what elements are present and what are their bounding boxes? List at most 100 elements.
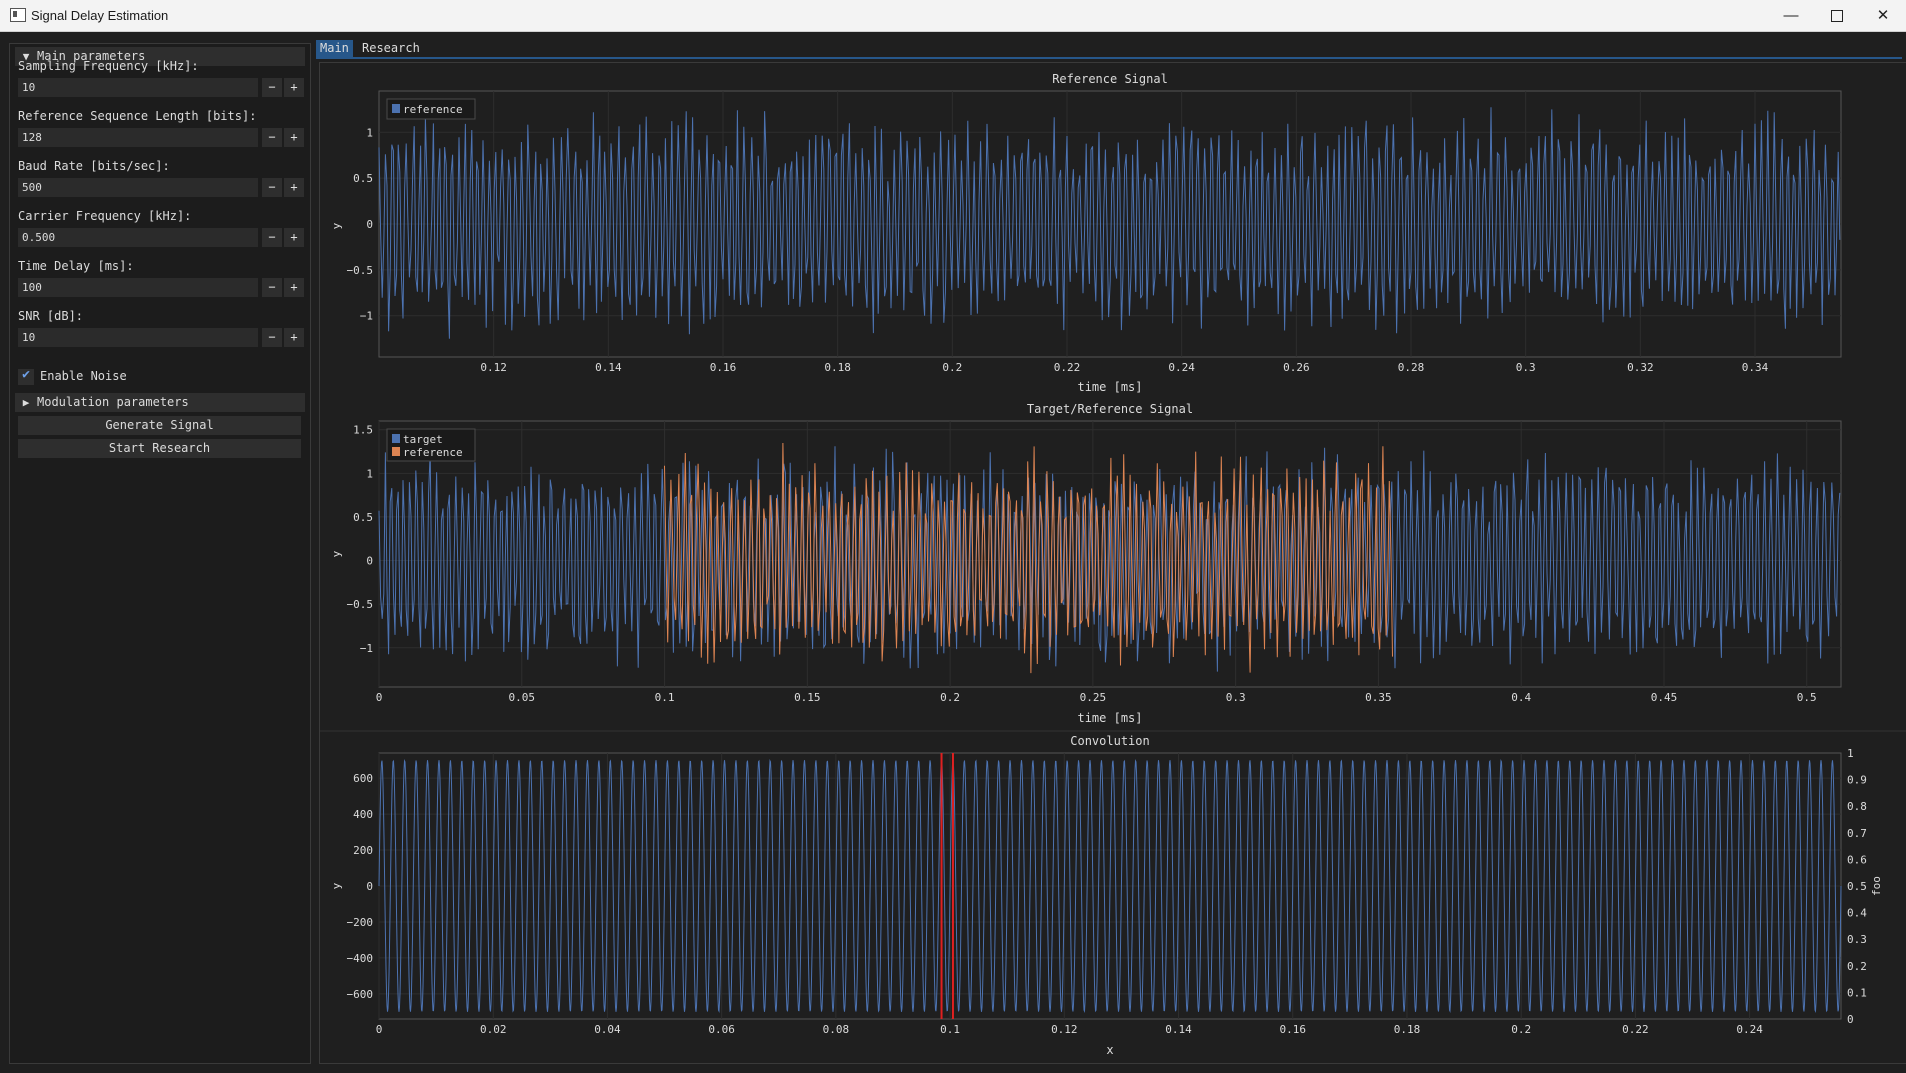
x-tick-label: 0.16 — [1280, 1023, 1307, 1036]
y-axis-label: y — [330, 550, 343, 557]
chart-title: Reference Signal — [1052, 72, 1168, 86]
x-tick-label: 0.4 — [1511, 691, 1531, 704]
tab-research[interactable]: Research — [362, 41, 420, 55]
time-delay-increment-button[interactable]: + — [284, 278, 304, 297]
reference-length-decrement-button[interactable]: − — [262, 128, 282, 147]
convolution-chart: Convolution 0 0.02 0.04 0.06 0.08 0.1 0.12 0.14… — [330, 734, 1883, 1057]
snr-input[interactable]: 10 — [18, 328, 258, 347]
main-parameters-header[interactable]: ▼ Main parameters — [15, 47, 305, 66]
x-tick-label: 0.25 — [1080, 691, 1107, 704]
y-tick-label: 1.5 — [353, 424, 373, 437]
x-tick-label: 0.5 — [1797, 691, 1817, 704]
y2-tick-label: 0.6 — [1847, 853, 1867, 866]
expand-arrow-icon: ▼ — [22, 50, 30, 63]
baud-rate-label: Baud Rate [bits/sec]: — [18, 159, 170, 173]
y-tick-label: 0 — [366, 880, 373, 893]
x-tick-label: 0.24 — [1168, 361, 1195, 374]
x-axis-label: x — [1106, 1043, 1113, 1057]
y-tick-label: 1 — [366, 467, 373, 480]
y-tick-label: −0.5 — [347, 264, 374, 277]
x-tick-label: 0.34 — [1742, 361, 1769, 374]
x-axis-label: time [ms] — [1077, 380, 1142, 394]
legend-label: target — [403, 433, 443, 446]
x-tick-label: 0.3 — [1516, 361, 1536, 374]
window-title: Signal Delay Estimation — [31, 8, 169, 23]
y-tick-label: −600 — [347, 988, 374, 1001]
x-tick-label: 0.3 — [1226, 691, 1246, 704]
reference-length-label: Reference Sequence Length [bits]: — [18, 109, 257, 123]
sampling-frequency-row: 10 − + — [18, 78, 308, 97]
time-delay-decrement-button[interactable]: − — [262, 278, 282, 297]
plots-svg: Reference Signal 0.12 0.14 0.16 0.18 0.2 0.22… — [320, 72, 1906, 1057]
generate-signal-button[interactable]: Generate Signal — [18, 416, 301, 435]
legend-box — [386, 428, 476, 462]
x-tick-label: 0.15 — [794, 691, 821, 704]
time-delay-row: 100 − + — [18, 278, 308, 297]
y-tick-label: −0.5 — [347, 598, 374, 611]
baud-rate-row: 500 − + — [18, 178, 308, 197]
y2-tick-label: 0.2 — [1847, 960, 1867, 973]
chart-title: Convolution — [1070, 734, 1149, 748]
time-delay-input[interactable]: 100 — [18, 278, 258, 297]
y-tick-label: −1 — [360, 310, 373, 323]
x-tick-label: 0.32 — [1627, 361, 1654, 374]
window-titlebar: Signal Delay Estimation — ✕ — [0, 0, 1906, 32]
reference-length-increment-button[interactable]: + — [284, 128, 304, 147]
chart-title: Target/Reference Signal — [1027, 402, 1193, 416]
x-tick-label: 0.06 — [708, 1023, 735, 1036]
y2-tick-label: 0.8 — [1847, 800, 1867, 813]
baud-rate-input[interactable]: 500 — [18, 178, 258, 197]
carrier-frequency-increment-button[interactable]: + — [284, 228, 304, 247]
x-tick-label: 0.2 — [1511, 1023, 1531, 1036]
minimize-button[interactable]: — — [1783, 7, 1799, 24]
y-tick-label: 1 — [366, 126, 373, 139]
modulation-parameters-label: Modulation parameters — [37, 395, 189, 409]
sampling-frequency-input[interactable]: 10 — [18, 78, 258, 97]
parameters-panel: ▼ Main parameters Sampling Frequency [kHz… — [9, 43, 311, 1064]
axis-ticks: 0 0.05 0.1 0.15 0.2 0.25 0.3 0.35 0.4 0.45 0.5 1.5 1… — [347, 424, 1817, 704]
y-tick-label: 200 — [353, 844, 373, 857]
x-tick-label: 0.12 — [480, 361, 507, 374]
y-tick-label: 0 — [366, 218, 373, 231]
y2-tick-label: 0 — [1847, 1013, 1854, 1026]
marker-group — [940, 753, 954, 1019]
x-tick-label: 0.24 — [1736, 1023, 1763, 1036]
x-tick-label: 0.16 — [710, 361, 737, 374]
reference-length-input[interactable]: 128 — [18, 128, 258, 147]
y-tick-label: 400 — [353, 808, 373, 821]
x-tick-label: 0.08 — [823, 1023, 850, 1036]
series-line — [664, 442, 1393, 674]
sampling-frequency-increment-button[interactable]: + — [284, 78, 304, 97]
x-tick-label: 0.2 — [942, 361, 962, 374]
baud-rate-increment-button[interactable]: + — [284, 178, 304, 197]
enable-noise-checkbox[interactable]: ✔ — [18, 367, 34, 385]
maximize-button[interactable] — [1814, 0, 1860, 31]
snr-decrement-button[interactable]: − — [262, 328, 282, 347]
axis-ticks: 0.12 0.14 0.16 0.18 0.2 0.22 0.24 0.26 0.28 0.3 0.… — [347, 126, 1769, 374]
carrier-frequency-decrement-button[interactable]: − — [262, 228, 282, 247]
y-tick-label: −200 — [347, 916, 374, 929]
x-tick-label: 0.45 — [1651, 691, 1678, 704]
sampling-frequency-decrement-button[interactable]: − — [262, 78, 282, 97]
legend-swatch — [392, 434, 400, 443]
x-tick-label: 0.28 — [1398, 361, 1425, 374]
target-reference-chart: Target/Reference Signal 0 0.05 0.1 0.15 0.2 0… — [330, 402, 1842, 725]
x-tick-label: 0.26 — [1283, 361, 1310, 374]
y-axis-label: y — [330, 882, 343, 889]
tab-main[interactable]: Main — [316, 40, 353, 57]
baud-rate-decrement-button[interactable]: − — [262, 178, 282, 197]
snr-increment-button[interactable]: + — [284, 328, 304, 347]
close-button[interactable]: ✕ — [1876, 7, 1890, 24]
carrier-frequency-input[interactable]: 0.500 — [18, 228, 258, 247]
modulation-parameters-header[interactable]: ▶ Modulation parameters — [15, 393, 305, 412]
y-tick-label: 0.5 — [353, 511, 373, 524]
time-delay-label: Time Delay [ms]: — [18, 259, 134, 273]
y-tick-label: −1 — [360, 642, 373, 655]
sampling-frequency-label: Sampling Frequency [kHz]: — [18, 59, 199, 73]
y-tick-label: 600 — [353, 772, 373, 785]
x-tick-label: 0.14 — [595, 361, 622, 374]
carrier-frequency-label: Carrier Frequency [kHz]: — [18, 209, 192, 223]
start-research-button[interactable]: Start Research — [18, 439, 301, 458]
x-tick-label: 0.14 — [1165, 1023, 1192, 1036]
y2-tick-label: 0.7 — [1847, 827, 1867, 840]
